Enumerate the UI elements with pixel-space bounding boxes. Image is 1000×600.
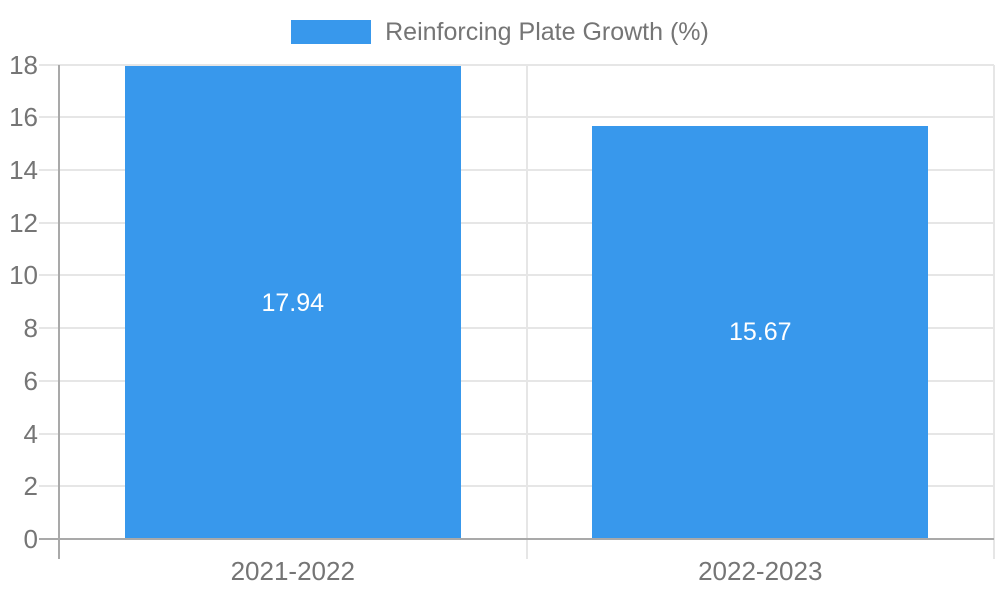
y-tick-label: 10	[9, 260, 38, 291]
bar[interactable]	[124, 66, 461, 539]
y-tick	[39, 221, 59, 224]
bar[interactable]	[592, 125, 929, 539]
bar-value-label: 17.94	[261, 288, 325, 317]
y-tick	[39, 432, 59, 435]
y-tick-label: 0	[23, 524, 38, 554]
y-tick	[39, 63, 59, 66]
x-tick-label: 2022-2023	[698, 556, 823, 586]
y-tick	[39, 327, 59, 330]
y-tick	[39, 168, 59, 171]
y-tick-label: 6	[23, 365, 38, 396]
legend[interactable]: Reinforcing Plate Growth (%)	[0, 19, 1000, 45]
legend-swatch	[291, 20, 372, 44]
x-gridline	[993, 64, 995, 559]
x-axis-line	[39, 538, 994, 540]
bar-value-label: 15.67	[728, 318, 792, 347]
y-tick-label: 12	[9, 207, 38, 238]
y-tick-label: 14	[9, 154, 38, 185]
y-axis-line	[58, 64, 60, 559]
x-gridline	[525, 64, 528, 559]
x-tick-label: 2021-2022	[230, 556, 355, 586]
legend-label: Reinforcing Plate Growth (%)	[385, 18, 709, 46]
y-tick	[39, 116, 59, 119]
y-tick-label: 8	[23, 313, 38, 344]
y-tick-label: 16	[9, 102, 38, 133]
y-tick	[39, 379, 59, 382]
y-tick-label: 4	[23, 418, 38, 449]
y-tick-label: 18	[9, 49, 38, 80]
y-tick-label: 2	[23, 471, 38, 502]
y-tick	[39, 274, 59, 277]
y-tick	[39, 485, 59, 488]
